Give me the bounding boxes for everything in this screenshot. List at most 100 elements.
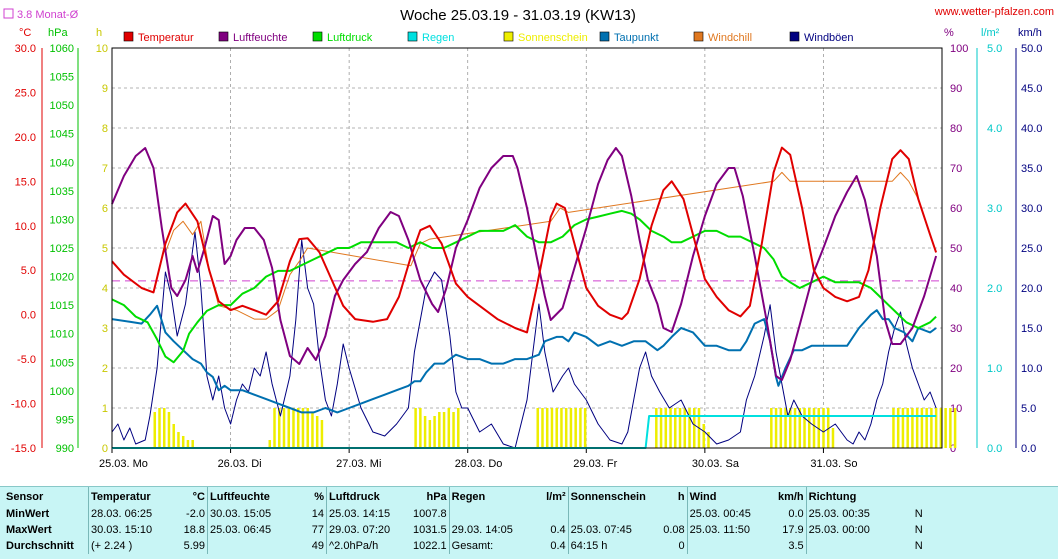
sunshine-bar	[452, 412, 455, 448]
humidity-axis-tick: 80	[950, 123, 962, 135]
sunshine-bar	[545, 408, 549, 448]
rain-axis-tick: 2.0	[987, 283, 1002, 295]
humidity-axis-tick: 70	[950, 163, 962, 175]
stats-row-label: MaxWert	[6, 524, 52, 536]
stats-header-direction: Richtung	[805, 487, 891, 506]
sunshine-bar	[812, 408, 816, 448]
sunshine-bar	[278, 408, 281, 448]
legend-swatch	[123, 31, 134, 42]
sunshine-bar	[167, 412, 171, 448]
sunshine-bar	[273, 408, 276, 448]
temp-axis-tick: 15.0	[15, 176, 36, 188]
stats-cell: 49	[311, 540, 324, 552]
stats-header-rain-unit: l/m²	[546, 490, 566, 503]
day-label: 30.03. Sa	[692, 458, 740, 470]
pressure-axis-tick: 1045	[50, 129, 74, 141]
sunshine-bar	[803, 408, 806, 448]
legend-label: Taupunkt	[614, 32, 659, 44]
sunshine-bar	[564, 408, 568, 448]
sunshine-bar	[306, 408, 309, 448]
sunshine-bar	[906, 408, 909, 448]
humidity-axis-tick: 30	[950, 323, 962, 335]
legend-swatch	[789, 31, 800, 42]
sunshine-bar	[707, 432, 710, 448]
sunshine-bars	[153, 408, 957, 448]
legend-swatch	[599, 31, 610, 42]
wind-axis-tick: 40.0	[1021, 123, 1042, 135]
sunshine-bar	[674, 408, 677, 448]
chart-title: Woche 25.03.19 - 31.03.19 (KW13)	[400, 7, 636, 24]
monthly-avg-label: 3.8 Monat-Ø	[17, 9, 79, 21]
sunshine-bar	[831, 428, 835, 448]
stats-cell: (+ 2.24 )	[88, 538, 173, 554]
temp-axis-tick: 25.0	[15, 87, 36, 99]
legend-label: Temperatur	[138, 32, 194, 44]
sunshine-bar	[447, 408, 451, 448]
temp-axis-tick: -15.0	[11, 443, 36, 455]
stats-cell: N	[914, 524, 923, 536]
sunshine-bar	[569, 408, 573, 448]
sunshine-bar	[442, 412, 446, 448]
sunshine-bar	[789, 408, 792, 448]
sunshine-bar	[683, 408, 687, 448]
sunshine-bar	[892, 408, 895, 448]
temp-axis-tick: -5.0	[17, 354, 36, 366]
day-label: 27.03. Mi	[336, 458, 381, 470]
unit-hum: %	[944, 27, 954, 39]
chart-series	[111, 146, 938, 449]
temp-axis-tick: 5.0	[21, 265, 36, 277]
sunshine-bar	[693, 408, 696, 448]
stats-cell: N	[914, 540, 923, 552]
legend-label: Windböen	[804, 32, 854, 44]
stats-header-wind: Wind	[686, 487, 772, 506]
sunshine-bar	[949, 408, 952, 448]
stats-header-wind-unit: km/h	[777, 490, 804, 503]
unit-press: hPa	[48, 27, 68, 39]
sunshine-bar	[191, 440, 194, 448]
stats-cell: Gesamt:	[448, 538, 534, 554]
humidity-axis-tick: 90	[950, 83, 962, 95]
humidity-axis-tick: 50	[950, 243, 962, 255]
sunshine-bar	[770, 408, 773, 448]
sunshine-axis-tick: 5	[102, 243, 108, 255]
chart-background	[0, 0, 1058, 486]
site-link[interactable]: www.wetter-pfalzen.com	[934, 6, 1054, 18]
sunshine-bar	[579, 408, 582, 448]
monthly-avg-marker-icon	[3, 8, 14, 19]
wind-axis-tick: 50.0	[1021, 43, 1042, 55]
stats-cell: 25.03. 00:35	[805, 506, 891, 522]
pressure-axis-tick: 1005	[50, 357, 74, 369]
stats-cell	[653, 506, 688, 522]
sunshine-bar	[583, 408, 587, 448]
stats-header-row: Sensor Temperatur °C Luftfeuchte % Luftd…	[0, 487, 925, 506]
stats-cell: 1031.5	[413, 524, 447, 536]
stats-header-hum: Luftfeuchte	[207, 487, 292, 506]
stats-header-hum-unit: %	[314, 490, 324, 503]
sunshine-bar	[550, 408, 554, 448]
stats-header-sensor: Sensor	[6, 490, 44, 503]
humidity-axis-tick: 100	[950, 43, 968, 55]
pressure-axis-tick: 1010	[50, 329, 74, 341]
sunshine-bar	[536, 408, 539, 448]
sunshine-bar	[158, 408, 161, 448]
sunshine-bar	[433, 416, 436, 448]
sunshine-bar	[186, 440, 190, 448]
wind-axis-tick: 45.0	[1021, 83, 1042, 95]
stats-cell	[207, 538, 292, 554]
stats-header-temp-unit: °C	[192, 490, 205, 503]
unit-temp: °C	[19, 27, 31, 39]
sunshine-bar	[944, 408, 947, 448]
sunshine-bar	[953, 408, 957, 448]
pressure-axis-tick: 1040	[50, 157, 74, 169]
stats-cell: 77	[311, 524, 324, 536]
sunshine-bar	[320, 420, 324, 448]
day-label: 26.03. Di	[218, 458, 262, 470]
plot-frame	[111, 47, 943, 449]
sunshine-bar	[930, 408, 933, 448]
stats-cell: 30.03. 15:10	[88, 522, 173, 538]
sunshine-bar	[784, 408, 787, 448]
sunshine-bar	[560, 408, 563, 448]
sunshine-bar	[688, 408, 691, 448]
stats-cell: 25.03. 06:45	[207, 522, 292, 538]
sunshine-bar	[181, 436, 185, 448]
